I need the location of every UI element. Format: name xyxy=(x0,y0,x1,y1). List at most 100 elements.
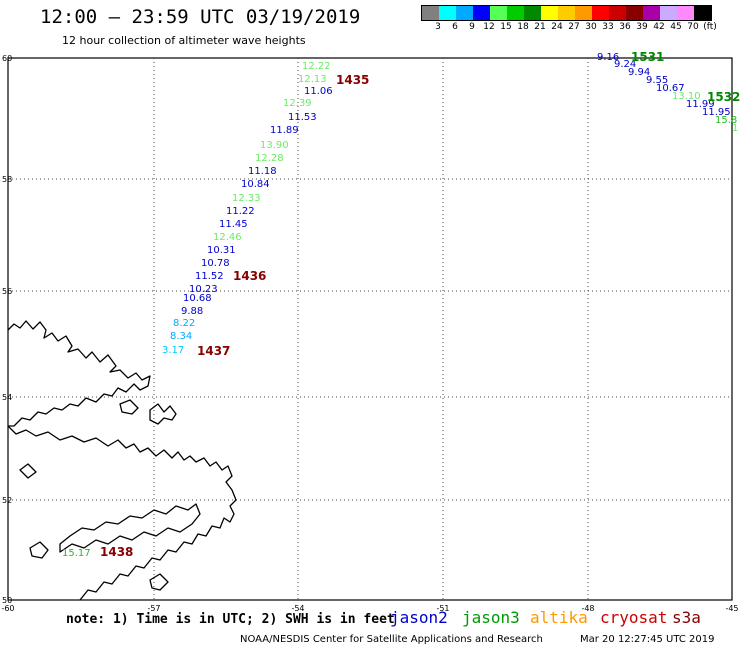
wave-height-point: 15.8 xyxy=(715,115,737,126)
pass-time-label: 1438 xyxy=(100,545,133,559)
lat-label: 56 xyxy=(2,287,12,296)
lon-label: -48 xyxy=(581,604,594,613)
wave-height-point: 12.39 xyxy=(283,98,312,109)
lat-label: 58 xyxy=(2,175,12,184)
pass-time-labels: 1435 1436 1437 1438 1531 1532 xyxy=(100,50,740,559)
lat-label: 54 xyxy=(2,393,12,402)
labrador-coast-south xyxy=(7,425,237,601)
coast-fragment-1 xyxy=(149,403,177,425)
satellite-legend-item: jason3 xyxy=(462,608,520,627)
wave-height-point: 8.22 xyxy=(173,318,195,329)
legend-swatch xyxy=(473,6,490,20)
legend-label: 9 xyxy=(469,22,475,32)
longitude-labels: -60 -57 -54 -51 -48 -45 xyxy=(1,604,738,613)
legend-swatch xyxy=(677,6,694,20)
legend-label: 21 xyxy=(534,22,546,32)
lon-label: -51 xyxy=(436,604,449,613)
legend-label: 27 xyxy=(568,22,580,32)
page-title: 12:00 – 23:59 UTC 03/19/2019 xyxy=(40,6,361,28)
footer-credit: NOAA/NESDIS Center for Satellite Applica… xyxy=(240,634,543,645)
legend-label: 6 xyxy=(452,22,458,32)
legend-label: 24 xyxy=(551,22,563,32)
wave-height-point: 11.99 xyxy=(686,99,715,110)
wave-height-point: 13.10 xyxy=(672,91,701,102)
legend-label: 42 xyxy=(653,22,665,32)
legend-label: (ft) xyxy=(703,22,717,32)
lon-label: -54 xyxy=(291,604,304,613)
legend-label: 30 xyxy=(585,22,597,32)
wave-height-point: 1 xyxy=(732,123,738,134)
legend-label: 70 xyxy=(687,22,699,32)
coastline xyxy=(7,320,237,601)
wave-height-point: 10.78 xyxy=(201,258,230,269)
legend-swatch xyxy=(694,6,711,20)
graticule xyxy=(8,58,732,600)
pass-time-label: 1435 xyxy=(336,73,369,87)
wave-height-point: 12.22 xyxy=(302,61,331,72)
wave-height-point: 11.22 xyxy=(226,206,255,217)
coast-fragment-2 xyxy=(119,399,139,415)
satellite-legend-item: altika xyxy=(530,608,588,627)
satellite-legend-item: cryosat xyxy=(600,608,668,627)
footer-note: note: 1) Time is in UTC; 2) SWH is in fe… xyxy=(66,612,395,627)
labrador-coast xyxy=(7,320,151,427)
wave-height-point: 11.06 xyxy=(304,86,333,97)
legend-swatch xyxy=(592,6,609,20)
legend-label: 18 xyxy=(517,22,529,32)
wave-height-point: 10.84 xyxy=(241,179,270,190)
coast-fragment-5 xyxy=(19,463,37,479)
legend-label: 36 xyxy=(619,22,631,32)
wave-height-point: 9.16 xyxy=(597,52,619,63)
legend-label: 39 xyxy=(636,22,648,32)
legend-swatch xyxy=(507,6,524,20)
legend-swatch xyxy=(626,6,643,20)
legend-swatch xyxy=(609,6,626,20)
legend-swatch xyxy=(524,6,541,20)
legend-swatch xyxy=(660,6,677,20)
coast-fragment-3 xyxy=(29,541,49,559)
lat-label: 60 xyxy=(2,54,12,63)
color-legend xyxy=(421,5,712,21)
wave-height-point: 10.23 xyxy=(189,284,218,295)
coast-fragment-4 xyxy=(149,573,169,591)
wave-height-point: 11.52 xyxy=(195,271,224,282)
legend-swatch xyxy=(643,6,660,20)
legend-swatch xyxy=(439,6,456,20)
wave-height-point: 9.55 xyxy=(646,75,668,86)
legend-label: 45 xyxy=(670,22,682,32)
footer-timestamp: Mar 20 12:27:45 UTC 2019 xyxy=(580,634,715,645)
wave-height-point: 10.31 xyxy=(207,245,236,256)
pass-time-label: 1531 xyxy=(631,50,664,64)
lat-label: 52 xyxy=(2,496,12,505)
wave-height-point: 12.28 xyxy=(255,153,284,164)
legend-swatch xyxy=(541,6,558,20)
lon-label: -45 xyxy=(725,604,738,613)
legend-label: 33 xyxy=(602,22,614,32)
legend-label: 12 xyxy=(483,22,495,32)
legend-label: 3 xyxy=(435,22,441,32)
wave-height-point: 8.34 xyxy=(170,331,192,342)
wave-height-point: 12.33 xyxy=(232,193,261,204)
wave-height-point: 9.88 xyxy=(181,306,203,317)
satellite-legend-item: jason2 xyxy=(390,608,448,627)
legend-swatch xyxy=(558,6,575,20)
wave-height-point: 11.53 xyxy=(288,112,317,123)
legend-swatch xyxy=(490,6,507,20)
wave-height-point: 3.17 xyxy=(162,345,184,356)
lat-label: 50 xyxy=(2,596,12,605)
wave-height-point: 11.45 xyxy=(219,219,248,230)
lon-label: -60 xyxy=(1,604,14,613)
wave-height-point: 10.68 xyxy=(183,293,212,304)
satellite-legend-item: s3a xyxy=(672,608,701,627)
newfoundland-inner xyxy=(59,503,201,553)
wave-height-point: 10.67 xyxy=(656,83,685,94)
wave-height-point: 11.89 xyxy=(270,125,299,136)
lon-label: -57 xyxy=(147,604,160,613)
wave-height-point: 15.17 xyxy=(62,548,91,559)
page-subtitle: 12 hour collection of altimeter wave hei… xyxy=(62,34,306,47)
wave-height-point: 11.95 xyxy=(702,107,731,118)
legend-swatch xyxy=(422,6,439,20)
pass-time-label: 1437 xyxy=(197,344,230,358)
wave-height-point: 13.90 xyxy=(260,140,289,151)
